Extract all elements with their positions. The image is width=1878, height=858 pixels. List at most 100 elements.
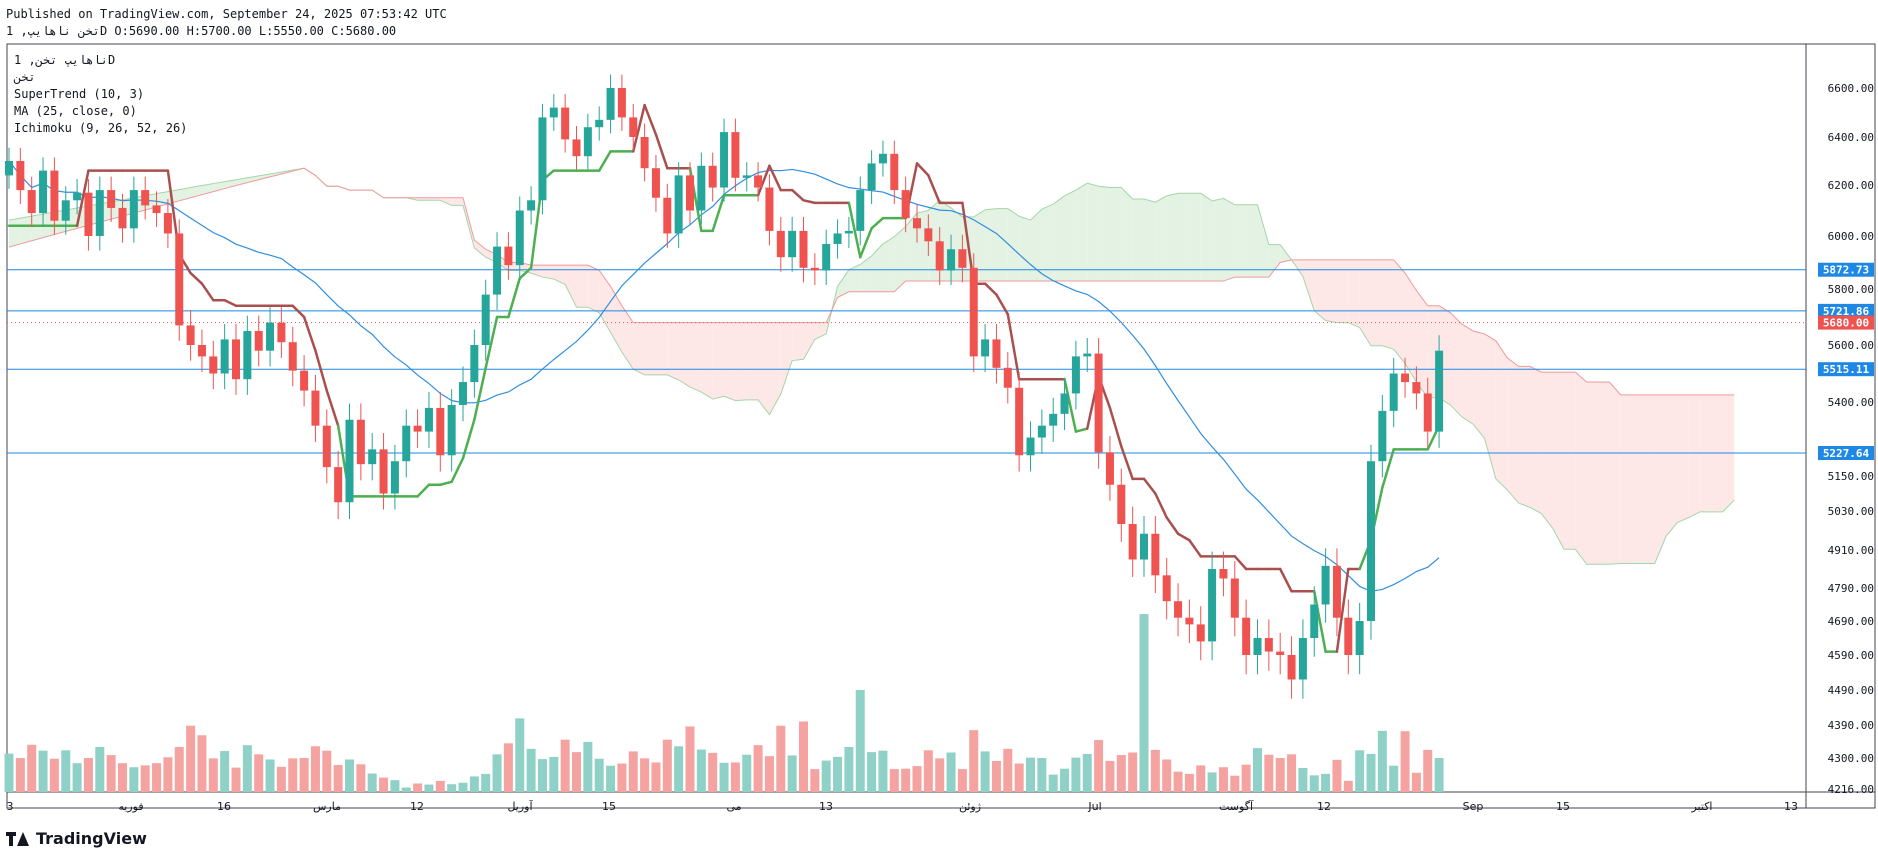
- ichimoku-cloud-segment: [20, 216, 32, 244]
- candle-body: [878, 153, 887, 164]
- candle-body: [947, 249, 956, 271]
- volume-bar: [413, 783, 423, 792]
- candle-body: [220, 339, 229, 374]
- ichimoku-cloud-segment: [1234, 204, 1247, 278]
- published-caption: Published on TradingView.com, September …: [6, 7, 447, 21]
- candle-body: [1242, 617, 1251, 655]
- tradingview-logo[interactable]: TradingView: [6, 829, 147, 848]
- volume-bar: [560, 739, 570, 792]
- supertrend-segment: [314, 349, 329, 392]
- volume-bar: [49, 758, 59, 792]
- volume-bar: [1026, 757, 1035, 792]
- volume-bar: [310, 746, 320, 792]
- volume-bar: [106, 755, 116, 792]
- volume-bar: [1309, 775, 1319, 792]
- legend-supertrend[interactable]: SuperTrend (10, 3): [14, 87, 145, 101]
- volume-bar: [231, 767, 241, 792]
- candle-body: [345, 419, 354, 503]
- candle-body: [243, 331, 252, 380]
- volume-bar: [481, 773, 491, 792]
- candle-body: [742, 175, 751, 178]
- ichimoku-cloud-segment: [1632, 394, 1644, 564]
- candle-body: [788, 230, 797, 258]
- supertrend-segment: [847, 201, 862, 259]
- volume-bar: [27, 744, 37, 792]
- ichimoku-cloud-segment: [701, 322, 713, 400]
- ichimoku-cloud-segment: [1019, 216, 1031, 282]
- ichimoku-cloud-segment: [1030, 209, 1042, 282]
- legend-ichimoku[interactable]: Ichimoku (9, 26, 52, 26): [14, 121, 188, 135]
- legend-ma[interactable]: MA (25, close, 0): [14, 104, 137, 118]
- ichimoku-cloud-segment: [667, 322, 679, 380]
- supertrend-segment: [325, 389, 340, 427]
- volume-bar: [367, 773, 377, 792]
- candle-body: [84, 192, 93, 236]
- candle-body: [958, 249, 967, 268]
- ichimoku-cloud-segment: [565, 265, 577, 308]
- ichimoku-cloud-segment: [882, 236, 895, 292]
- volume-bar: [1060, 768, 1070, 792]
- candle-body: [470, 345, 479, 383]
- ichimoku-cloud-segment: [803, 322, 815, 360]
- candle-body: [901, 190, 910, 219]
- candle-body: [1412, 382, 1421, 394]
- candle-body: [436, 407, 445, 456]
- volume-bar: [628, 751, 638, 792]
- volume-bar: [379, 777, 389, 792]
- ichimoku-cloud-segment: [1121, 187, 1133, 282]
- supertrend-segment: [1335, 567, 1350, 653]
- supertrend-segment: [189, 271, 204, 285]
- candle-body: [1117, 484, 1126, 524]
- volume-bar: [1207, 772, 1217, 792]
- level-price-label: 5515.11: [1823, 363, 1870, 376]
- volume-bar: [526, 748, 536, 792]
- candle-body: [322, 425, 331, 468]
- volume-bar: [356, 764, 366, 792]
- price-tick-label: 4910.00: [1828, 544, 1874, 557]
- time-tick-label: اکتبر: [1690, 800, 1712, 813]
- level-price-label-bg: [1818, 262, 1874, 277]
- volume-bar: [957, 769, 967, 792]
- candle-body: [651, 168, 660, 198]
- candle-body: [844, 230, 853, 234]
- ichimoku-cloud-segment: [576, 265, 588, 308]
- time-tick-label: 13: [1784, 800, 1798, 813]
- time-tick-label: 16: [217, 800, 231, 813]
- volume-bar: [617, 763, 627, 792]
- ichimoku-cloud-segment: [655, 322, 668, 375]
- volume-bar: [515, 718, 525, 792]
- ohlc-readout: تخن ناهایپ, 1D O:5690.00 H:5700.00 L:555…: [6, 24, 397, 38]
- ichimoku-cloud-segment: [1575, 372, 1587, 565]
- legend-symbol[interactable]: ناهایپ تخن, 1D: [14, 53, 116, 67]
- price-tick-label: 4300.00: [1828, 752, 1874, 765]
- ichimoku-cloud-segment: [621, 305, 634, 370]
- supertrend-segment: [1165, 516, 1180, 535]
- price-tick-label: 4590.00: [1828, 649, 1874, 662]
- candle-body: [515, 210, 524, 266]
- ichimoku-cloud-segment: [678, 322, 690, 388]
- ichimoku-cloud-segment: [1302, 259, 1315, 311]
- volume-bar: [72, 763, 82, 792]
- candle-body: [754, 175, 763, 188]
- ichimoku-cloud-segment: [905, 213, 917, 282]
- volume-bar: [889, 769, 899, 792]
- volume-bar: [1423, 749, 1433, 792]
- time-tick-label: Jul: [1087, 800, 1101, 813]
- ichimoku-cloud-segment: [814, 322, 827, 340]
- ichimoku-cloud-segment: [1325, 259, 1337, 323]
- candle-body: [390, 461, 399, 494]
- ichimoku-cloud-segment: [1166, 193, 1179, 282]
- candle-body: [95, 190, 104, 236]
- supertrend-segment: [756, 164, 771, 197]
- candle-body: [1026, 437, 1035, 456]
- volume-bar: [163, 757, 173, 792]
- volume-bar: [651, 762, 661, 792]
- candle-body: [583, 127, 592, 157]
- ichimoku-cloud-segment: [31, 214, 44, 241]
- candle-body: [1208, 569, 1217, 642]
- ichimoku-cloud-segment: [440, 197, 452, 206]
- ichimoku-cloud-segment: [871, 243, 883, 292]
- volume-bar: [730, 762, 740, 792]
- time-tick-label: Sep: [1463, 800, 1484, 813]
